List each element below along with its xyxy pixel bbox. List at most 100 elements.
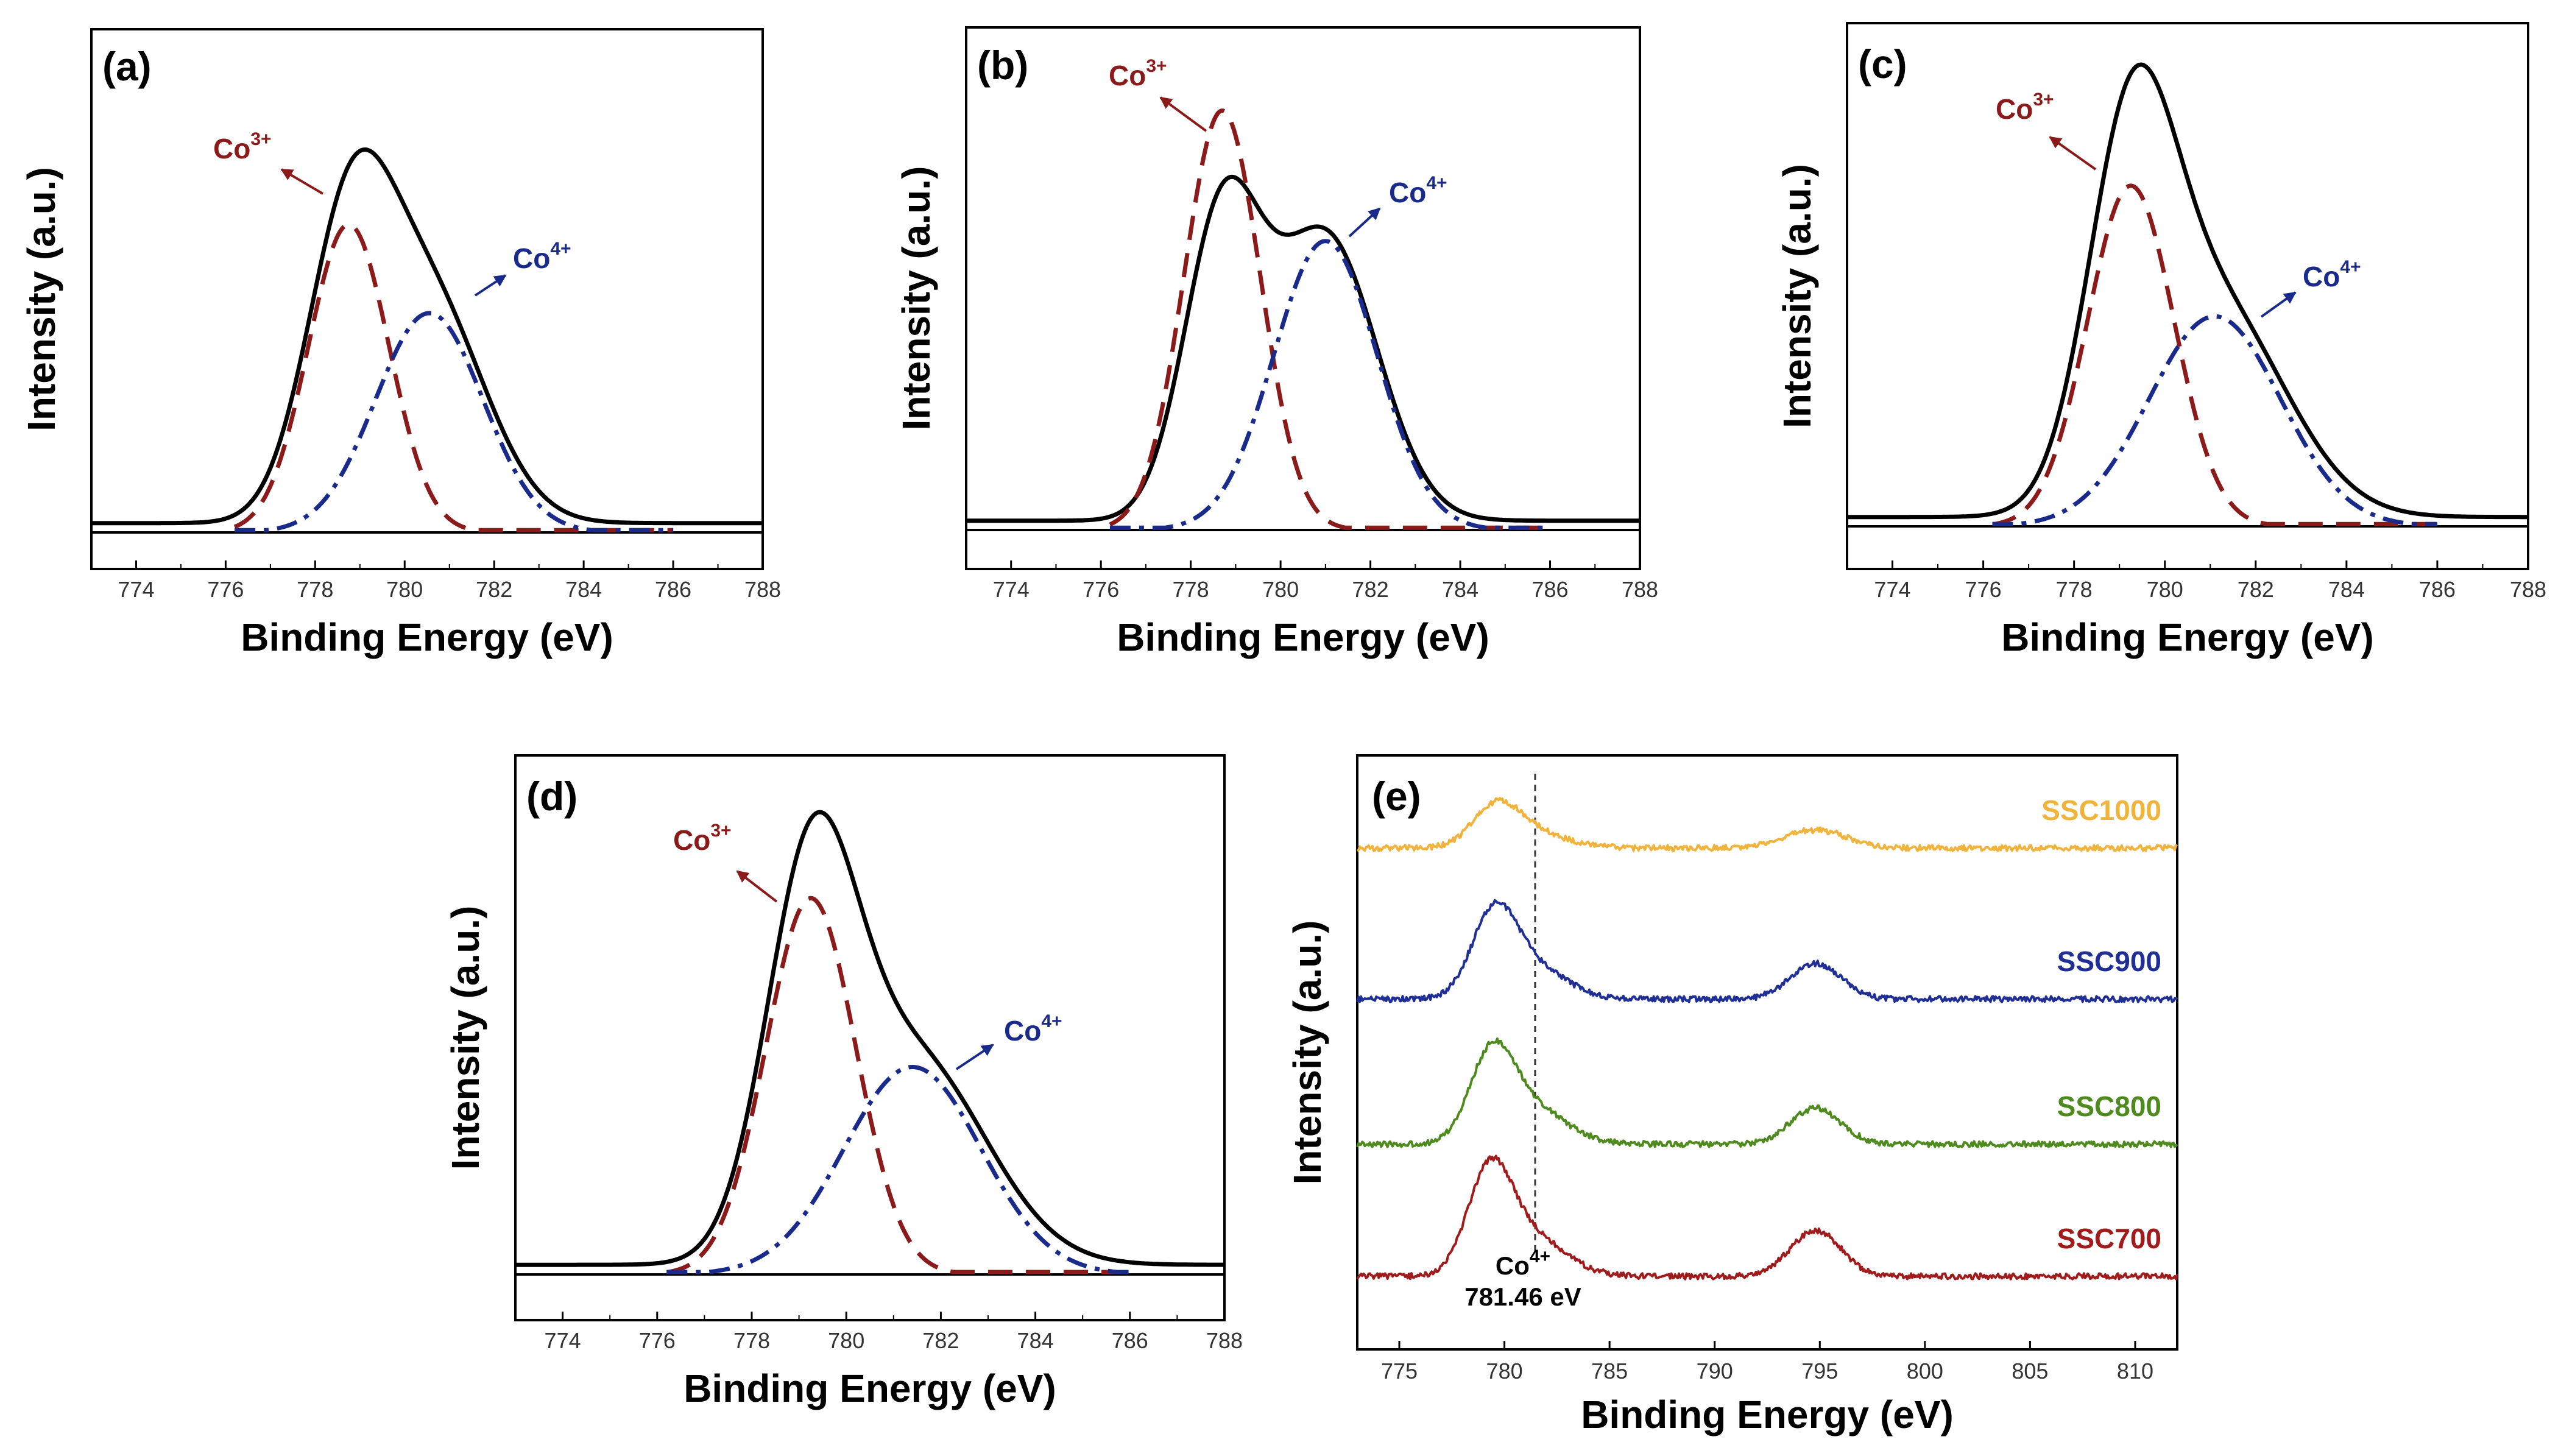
series-co3plus-line	[1109, 108, 1551, 530]
co4-annotation-text: Co	[1004, 1015, 1041, 1047]
co3-annotation-sup: 3+	[710, 821, 731, 841]
co3-annotation-sup: 3+	[250, 129, 271, 149]
series-ssc800-label: SSC800	[2057, 1090, 2161, 1122]
x-tick-label: 780	[1262, 577, 1299, 602]
series-total-line	[966, 174, 1641, 523]
x-tick-label: 780	[1486, 1359, 1523, 1384]
series-co4plus-line	[666, 1064, 1131, 1274]
series-total-line	[1846, 62, 2529, 520]
x-tick-label: 776	[1083, 577, 1119, 602]
series-ssc700-line	[1356, 1154, 2178, 1281]
x-tick-label: 780	[2147, 577, 2183, 602]
co4-annotation-text: Co	[1389, 177, 1426, 208]
x-tick-label: 778	[733, 1328, 770, 1353]
x-tick-label: 776	[639, 1328, 676, 1353]
co3-annotation-text: Co	[213, 133, 250, 164]
x-tick-label: 785	[1591, 1359, 1628, 1384]
co3-arrow	[280, 168, 324, 195]
x-tick-label: 780	[386, 577, 423, 602]
co4-annotation-text: Co	[513, 242, 550, 274]
reference-line-label-sup: 4+	[1530, 1246, 1550, 1267]
co3-arrow	[1159, 96, 1207, 132]
co3-annotation-sup: 3+	[2033, 90, 2054, 110]
x-tick-label: 786	[655, 577, 691, 602]
x-tick-label: 800	[1907, 1359, 1943, 1384]
co4-arrow	[2260, 291, 2297, 318]
x-tick-label: 782	[2238, 577, 2274, 602]
panel-c: 774 776 778 780 782 784 786 788(c)Co3+Co4+Bindi…	[1775, 22, 2546, 659]
plot-frame	[514, 754, 1226, 1321]
y-axis-title: Intensity (a.u.)	[894, 166, 938, 431]
series-ssc700-label: SSC700	[2057, 1223, 2161, 1254]
co3-annotation: Co3+	[1996, 90, 2054, 125]
x-tick-label: 784	[565, 577, 602, 602]
panel-a: 774 776 778 780 782 784 786 788(a)Co3+Co4+Bindi…	[19, 28, 781, 659]
co3-annotation: Co3+	[213, 129, 272, 164]
series-total-line	[515, 810, 1225, 1267]
x-tick-label: 784	[1442, 577, 1478, 602]
series-ssc1000-line	[1357, 797, 2178, 852]
co4-annotation-sup: 4+	[2340, 257, 2361, 277]
co3-annotation: Co3+	[673, 821, 732, 856]
x-axis-title: Binding Energy (eV)	[241, 615, 613, 659]
x-tick-label: 774	[118, 577, 154, 602]
x-tick-label: 790	[1697, 1359, 1733, 1384]
x-tick-label: 774	[1874, 577, 1910, 602]
series-co3plus-line	[233, 222, 674, 532]
x-tick-label: 778	[297, 577, 333, 602]
plot-frame	[1356, 754, 2178, 1351]
x-tick-label: 776	[207, 577, 244, 602]
series-co4plus-line	[1992, 314, 2438, 526]
x-axis-title: Binding Energy (eV)	[1581, 1393, 1954, 1437]
x-tick-label: 786	[1112, 1328, 1148, 1353]
co3-annotation-text: Co	[673, 824, 710, 856]
x-tick-label: 782	[476, 577, 512, 602]
co3-annotation-text: Co	[1996, 93, 2033, 125]
x-tick-label: 782	[922, 1328, 959, 1353]
co3-annotation-sup: 3+	[1146, 56, 1167, 76]
co4-annotation: Co4+	[1004, 1011, 1062, 1047]
x-tick-label: 788	[1622, 577, 1658, 602]
series-co3plus-line	[666, 896, 1131, 1274]
panel-label: (b)	[977, 43, 1028, 88]
series-ssc1000-label: SSC1000	[2041, 794, 2161, 826]
x-tick-label: 784	[1017, 1328, 1054, 1353]
y-axis-title: Intensity (a.u.)	[19, 167, 63, 431]
co4-arrow	[1348, 207, 1381, 238]
x-tick-label: 782	[1352, 577, 1389, 602]
x-tick-label: 774	[545, 1328, 581, 1353]
series-ssc800-line	[1356, 1037, 2178, 1148]
series-ssc900-label: SSC900	[2057, 945, 2161, 977]
co4-annotation-sup: 4+	[1041, 1011, 1062, 1031]
x-tick-label: 788	[2510, 577, 2546, 602]
x-tick-label: 788	[1206, 1328, 1243, 1353]
x-tick-label: 780	[828, 1328, 864, 1353]
x-tick-label: 774	[993, 577, 1030, 602]
x-tick-label: 786	[2419, 577, 2456, 602]
reference-line-value: 781.46 eV	[1464, 1282, 1581, 1311]
panel-b: 774 776 778 780 782 784 786 788(b) Co3+Co4+Bindi…	[894, 26, 1658, 659]
plot-frame	[90, 28, 764, 570]
y-axis-title: Intensity (a.u.)	[1285, 921, 1329, 1185]
co3-annotation: Co3+	[1109, 56, 1167, 91]
y-axis-title: Intensity (a.u.)	[443, 906, 487, 1170]
co4-annotation: Co4+	[2303, 257, 2361, 292]
reference-line-label: Co4+	[1496, 1246, 1550, 1280]
panel-label: (d)	[526, 774, 578, 819]
panel-d: 774 776 778 780 782 784 786 788(d)Co3+Co4+Bindi…	[443, 754, 1243, 1410]
co4-annotation: Co4+	[513, 239, 571, 274]
co4-annotation-text: Co	[2303, 261, 2340, 292]
series-total-line	[91, 147, 763, 526]
reference-line-label-text: Co	[1496, 1251, 1530, 1280]
panel-label: (c)	[1858, 41, 1907, 87]
plot-frame	[965, 26, 1641, 570]
panel-label: (e)	[1372, 774, 1421, 819]
series-ssc900-line	[1356, 899, 2178, 1003]
x-tick-label: 810	[2117, 1359, 2153, 1384]
y-axis-title: Intensity (a.u.)	[1775, 164, 1819, 428]
x-tick-label: 786	[1531, 577, 1568, 602]
panel-label: (a)	[102, 44, 152, 89]
x-tick-label: 778	[1173, 577, 1209, 602]
x-tick-label: 778	[2056, 577, 2093, 602]
